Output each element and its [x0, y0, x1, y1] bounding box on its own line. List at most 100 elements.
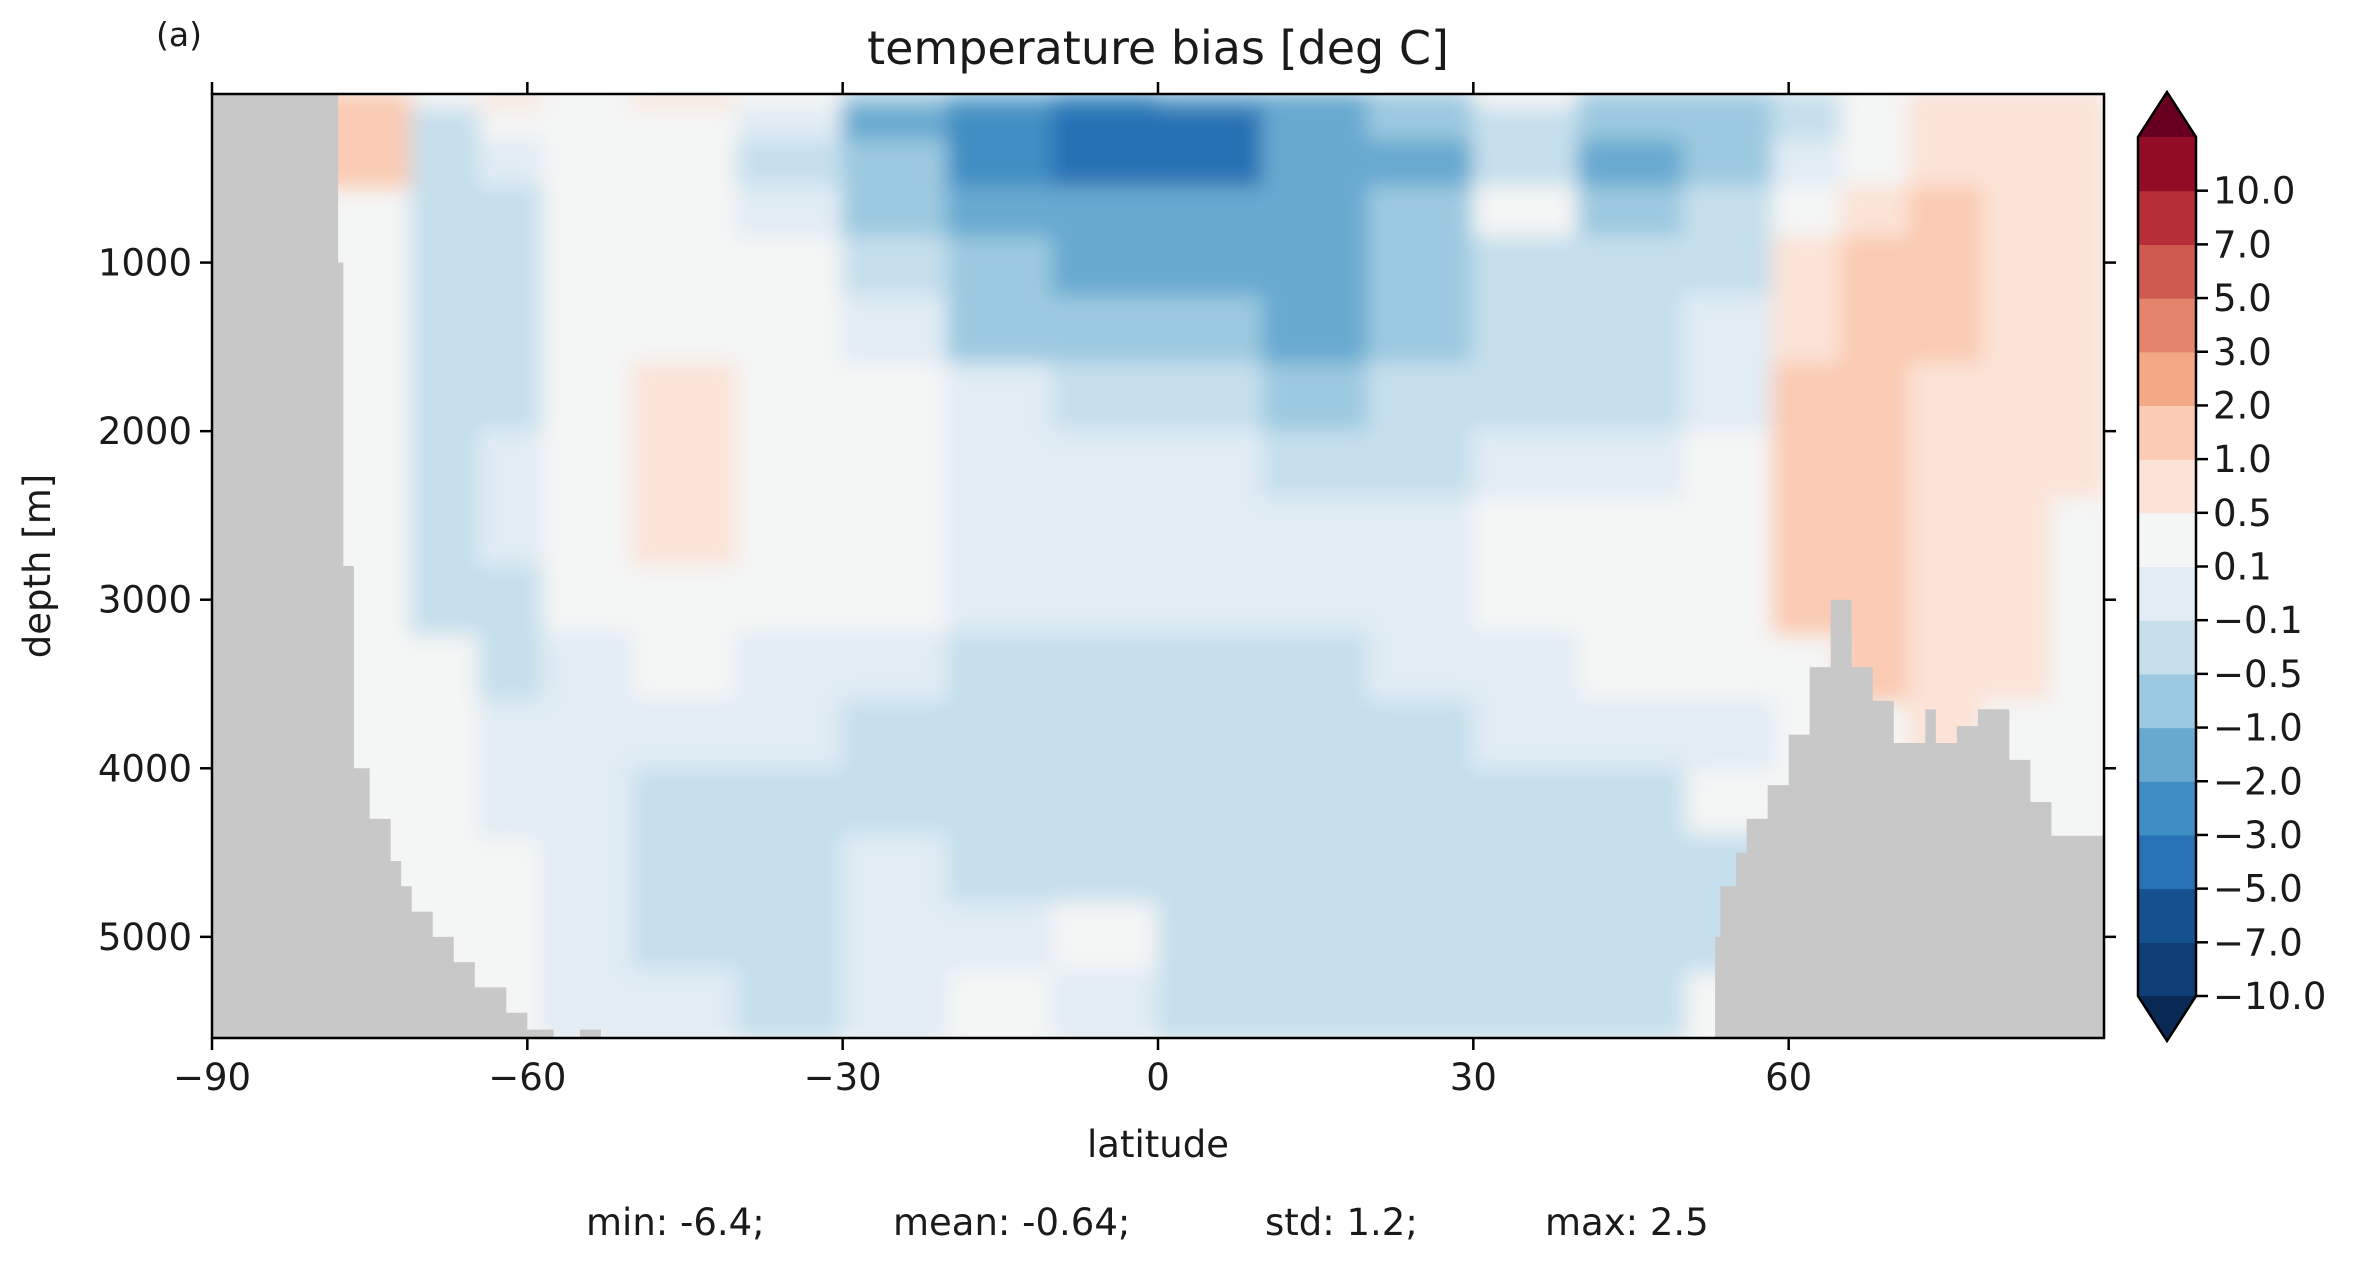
field-cell — [542, 969, 634, 1038]
colorbar-tick-label: 1.0 — [2213, 438, 2272, 481]
field-cell — [946, 834, 1054, 905]
field-cell — [1982, 236, 2053, 298]
field-cell — [1840, 565, 1911, 635]
field-cell — [841, 107, 949, 142]
colorbar-segment — [2138, 459, 2196, 514]
field-cell — [1682, 565, 1774, 635]
colorbar-segment — [2138, 351, 2196, 407]
stat-min: min: -6.4; — [586, 1201, 765, 1244]
field-cell — [1472, 236, 1580, 298]
field-cell — [841, 139, 949, 188]
field-cell — [2050, 699, 2104, 770]
field-cell — [410, 497, 482, 567]
field-cell — [841, 236, 949, 298]
field-cell — [1771, 430, 1843, 500]
field-cell — [479, 185, 545, 239]
field-cell — [1577, 107, 1685, 142]
field-cell — [1682, 94, 1774, 110]
field-cell — [1577, 767, 1685, 837]
colorbar-tick-label: −0.5 — [2213, 653, 2303, 696]
colorbar-segment — [2138, 512, 2196, 568]
colorbar-segment — [2138, 566, 2196, 621]
field-cell — [1577, 236, 1685, 298]
field-cell — [631, 430, 739, 500]
field-cell — [542, 565, 634, 635]
field-cell — [841, 834, 949, 905]
field-cell — [1472, 767, 1580, 837]
field-cell — [479, 565, 545, 635]
colorbar-tick-label: 7.0 — [2213, 223, 2272, 266]
field-cell — [841, 497, 949, 567]
field-cell — [1908, 632, 1985, 702]
x-tick-label: 30 — [1450, 1056, 1497, 1099]
field-cell — [631, 185, 739, 239]
field-cell — [1367, 185, 1475, 239]
field-cell — [1051, 236, 1159, 298]
field-cell — [1157, 185, 1265, 239]
field-cell — [1157, 107, 1265, 142]
field-cell — [1908, 139, 1985, 188]
field-cell — [1262, 902, 1370, 972]
field-cell — [1472, 430, 1580, 500]
field-cell — [1367, 699, 1475, 770]
field-cell — [2050, 236, 2104, 298]
field-cell — [1682, 185, 1774, 239]
field-cell — [1051, 185, 1159, 239]
field-cell — [1367, 107, 1475, 142]
field-cell — [1367, 295, 1475, 365]
field-cell — [479, 430, 545, 500]
field-cell — [2050, 497, 2104, 567]
field-cell — [1262, 497, 1370, 567]
field-cell — [410, 236, 482, 298]
field-cell — [542, 430, 634, 500]
colorbar-segment — [2138, 673, 2196, 729]
field-cell — [631, 699, 739, 770]
field-cell — [542, 699, 634, 770]
field-cell — [736, 94, 844, 110]
field-cell — [1982, 430, 2053, 500]
field-cell — [1051, 969, 1159, 1038]
field-cell — [1577, 632, 1685, 702]
field-cell — [1771, 497, 1843, 567]
field-cell — [946, 94, 1054, 110]
field-cell — [841, 362, 949, 433]
colorbar-segment — [2138, 137, 2196, 192]
field-cell — [841, 969, 949, 1038]
colorbar-tick-label: 0.1 — [2213, 546, 2272, 589]
field-cell — [1367, 139, 1475, 188]
field-cell — [1472, 902, 1580, 972]
field-cell — [1682, 236, 1774, 298]
field-cell — [1577, 565, 1685, 635]
field-cell — [1051, 565, 1159, 635]
field-cell — [2050, 139, 2104, 188]
field-cell — [1262, 430, 1370, 500]
field-cell — [946, 969, 1054, 1038]
field-cell — [631, 902, 739, 972]
colorbar-segment — [2138, 620, 2196, 675]
field-cell — [2050, 185, 2104, 239]
field-cell — [1840, 295, 1911, 365]
field-cell — [479, 362, 545, 433]
field-cell — [1982, 139, 2053, 188]
field-cell — [410, 185, 482, 239]
field-cell — [946, 185, 1054, 239]
field-cell — [479, 497, 545, 567]
field-cell — [1157, 139, 1265, 188]
field-cell — [946, 699, 1054, 770]
field-cell — [1577, 139, 1685, 188]
field-cell — [1682, 632, 1774, 702]
colorbar-segment — [2138, 244, 2196, 299]
field-cell — [736, 295, 844, 365]
field-cell — [479, 295, 545, 365]
field-cell — [841, 94, 949, 110]
field-cell — [1157, 767, 1265, 837]
field-cell — [1367, 236, 1475, 298]
field-cell — [736, 362, 844, 433]
field-cell — [946, 295, 1054, 365]
field-cell — [1472, 107, 1580, 142]
field-cell — [1051, 362, 1159, 433]
field-cell — [2050, 565, 2104, 635]
field-cell — [2050, 107, 2104, 142]
field-cell — [2050, 362, 2104, 433]
